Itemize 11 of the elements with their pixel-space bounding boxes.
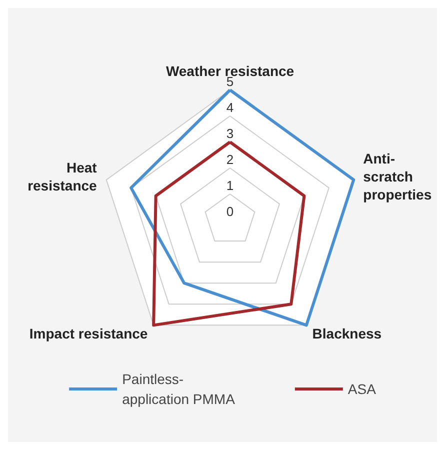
- spoke-label: Anti- scratch properties: [363, 150, 432, 203]
- y-tick-label: 1: [226, 178, 234, 193]
- y-tick-label: 4: [226, 100, 234, 115]
- legend-label: ASA: [348, 381, 377, 397]
- y-tick-label: 0: [226, 204, 234, 219]
- y-tick-label: 2: [226, 152, 234, 167]
- legend-label: Paintless- application PMMA: [122, 371, 236, 407]
- spoke-label: Impact resistance: [29, 325, 148, 342]
- spoke-label: Heat resistance: [28, 160, 98, 194]
- y-tick-label: 3: [226, 126, 234, 141]
- spoke-label: Blackness: [312, 325, 382, 342]
